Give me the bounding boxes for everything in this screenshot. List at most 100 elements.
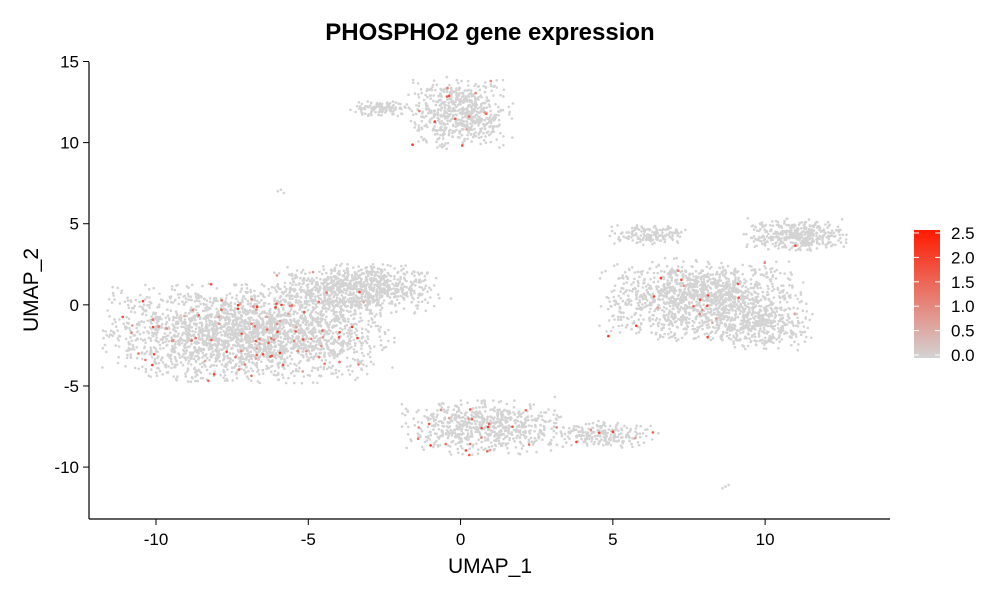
cell-point — [493, 116, 496, 119]
cell-point — [447, 101, 451, 105]
cell-point — [248, 355, 252, 359]
cell-point — [300, 270, 303, 274]
cell-point — [355, 329, 359, 333]
cell-point — [365, 308, 368, 311]
cell-point — [259, 312, 262, 316]
cell-point — [224, 297, 228, 300]
cell-point — [202, 339, 206, 343]
cell-point — [314, 299, 317, 303]
cell-point — [466, 443, 470, 446]
cell-point — [518, 435, 521, 439]
cell-point — [187, 286, 190, 290]
cell-point — [289, 308, 293, 311]
cell-point — [253, 343, 257, 346]
cell-point — [285, 293, 289, 297]
cell-point — [223, 334, 227, 338]
cell-point — [375, 105, 379, 108]
cell-point — [554, 421, 558, 425]
cell-point — [304, 319, 308, 322]
cell-point — [274, 288, 278, 292]
cell-point — [584, 430, 587, 434]
cell-point — [331, 364, 335, 368]
cell-point — [306, 286, 310, 289]
cell-point — [360, 109, 363, 112]
cell-point — [202, 343, 206, 347]
cell-point — [396, 271, 399, 275]
cell-point — [180, 342, 184, 345]
cell-point — [179, 292, 182, 296]
cell-point — [369, 325, 373, 328]
cell-point — [328, 305, 332, 309]
cell-point — [310, 316, 313, 319]
cell-point — [399, 277, 402, 281]
cell-point — [341, 328, 344, 331]
cell-point — [178, 353, 181, 357]
cell-point — [459, 129, 462, 133]
cell-point — [559, 415, 563, 419]
cell-point — [258, 346, 261, 349]
cell-point — [407, 93, 410, 96]
cell-point — [195, 322, 198, 326]
cell-point — [201, 334, 204, 338]
cell-point — [269, 323, 273, 327]
cell-point — [110, 301, 114, 304]
cell-point — [258, 301, 261, 304]
cell-point — [190, 375, 194, 379]
cell-point — [234, 317, 238, 321]
cell-point — [244, 332, 247, 336]
cell-point — [351, 357, 355, 361]
cell-point — [330, 326, 334, 329]
cell-point — [442, 114, 446, 118]
cell-point — [360, 351, 364, 355]
cell-point — [280, 327, 284, 331]
cell-point — [375, 297, 379, 301]
cell-point — [439, 128, 443, 132]
cell-point — [519, 420, 522, 424]
cell-point — [157, 319, 160, 323]
cell-point — [347, 284, 350, 288]
cell-point — [371, 301, 375, 304]
cell-point — [379, 272, 383, 275]
cell-point — [457, 451, 460, 455]
cell-point — [154, 362, 158, 365]
cell-point — [160, 317, 163, 321]
cell-point — [457, 441, 460, 445]
cell-point — [180, 322, 184, 325]
cell-point — [461, 116, 464, 119]
cell-point — [118, 318, 121, 321]
cell-point — [123, 325, 127, 328]
cell-point — [443, 106, 447, 110]
cell-point — [406, 410, 410, 413]
cell-point — [587, 422, 591, 426]
cell-point — [502, 442, 505, 445]
cell-point — [429, 430, 432, 434]
cell-point — [320, 309, 324, 313]
cell-point — [391, 292, 395, 295]
cell-point — [458, 131, 462, 135]
cell-point — [134, 298, 138, 302]
cell-point — [397, 290, 400, 294]
cell-point — [305, 327, 309, 331]
cell-point — [435, 83, 439, 86]
cell-point — [329, 289, 333, 293]
cell-point — [255, 365, 259, 369]
cell-point — [417, 93, 420, 96]
cell-point — [496, 417, 499, 421]
cell-point — [346, 348, 350, 351]
cell-point — [368, 344, 371, 348]
cell-point — [342, 302, 345, 306]
cell-point — [443, 418, 447, 421]
cell-point — [262, 347, 266, 350]
cell-point — [419, 88, 423, 91]
cell-point — [283, 285, 287, 289]
cell-point — [360, 102, 364, 106]
cell-point — [141, 305, 144, 309]
cell-point — [189, 295, 192, 299]
cell-point — [495, 86, 499, 89]
cell-point — [372, 288, 376, 292]
cell-point — [260, 311, 264, 315]
cell-point — [472, 426, 475, 429]
cell-point — [600, 425, 604, 428]
cell-point — [312, 279, 316, 282]
cell-point — [473, 127, 476, 131]
